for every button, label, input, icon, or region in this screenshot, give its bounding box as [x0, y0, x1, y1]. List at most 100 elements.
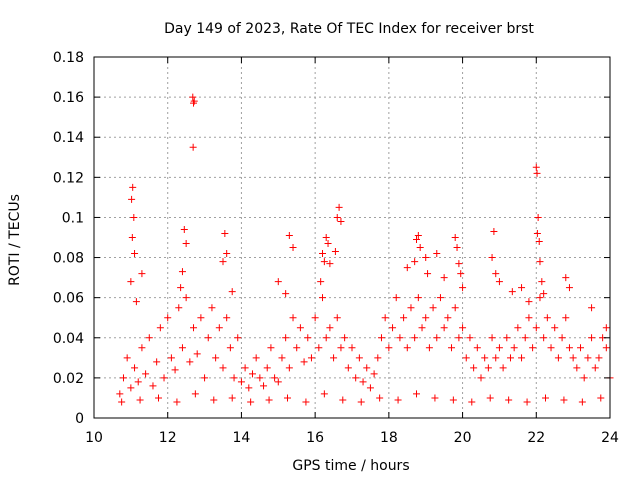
data-point-marker — [394, 396, 402, 404]
data-point-marker — [138, 270, 146, 278]
data-point-marker — [506, 354, 514, 362]
data-point-marker — [540, 290, 548, 298]
data-point-marker — [331, 248, 339, 256]
y-tick-label: 0.08 — [53, 251, 84, 267]
data-point-marker — [128, 234, 136, 241]
data-point-marker — [256, 374, 264, 382]
data-point-marker — [554, 354, 562, 362]
data-point-marker — [602, 344, 610, 352]
data-point-marker — [127, 278, 135, 286]
data-point-marker — [320, 258, 328, 266]
chart-title: Day 149 of 2023, Rate Of TEC Index for r… — [164, 21, 534, 37]
data-point-marker — [389, 324, 397, 332]
data-point-marker — [403, 264, 411, 272]
data-point-marker — [226, 344, 234, 352]
data-point-marker — [440, 274, 448, 282]
data-point-marker — [132, 298, 140, 306]
data-point-marker — [459, 324, 467, 332]
data-point-marker — [155, 394, 162, 402]
data-point-marker — [597, 394, 605, 402]
data-point-marker — [219, 258, 227, 266]
x-tick-label: 20 — [454, 430, 472, 446]
data-point-marker — [533, 169, 541, 177]
data-point-marker — [319, 250, 327, 258]
data-point-marker — [190, 324, 198, 332]
data-point-marker — [602, 324, 610, 332]
data-point-marker — [518, 284, 526, 292]
data-point-marker — [127, 384, 135, 392]
data-point-marker — [416, 244, 424, 252]
x-tick-label: 18 — [380, 430, 398, 446]
data-point-marker — [455, 260, 463, 268]
data-point-marker — [167, 354, 175, 362]
data-point-marker — [540, 334, 548, 342]
data-point-marker — [208, 304, 216, 312]
data-point-marker — [436, 294, 444, 302]
data-point-marker — [223, 314, 231, 322]
data-point-marker — [304, 334, 312, 342]
data-point-marker — [578, 398, 586, 406]
data-point-marker — [455, 334, 463, 342]
data-point-marker — [505, 396, 513, 404]
data-point-marker — [182, 294, 190, 302]
data-point-marker — [230, 374, 238, 382]
data-point-marker — [274, 378, 282, 386]
data-point-marker — [274, 278, 282, 286]
data-point-marker — [131, 364, 139, 372]
data-point-marker — [317, 278, 325, 286]
data-point-marker — [237, 378, 245, 386]
data-point-marker — [178, 344, 186, 352]
data-point-marker — [551, 324, 559, 332]
data-point-marker — [223, 250, 231, 258]
data-point-marker — [142, 370, 150, 378]
data-point-marker — [457, 270, 465, 278]
data-point-marker — [355, 354, 363, 362]
data-point-marker — [444, 314, 452, 322]
data-point-marker — [508, 288, 516, 296]
data-point-marker — [588, 334, 596, 342]
data-point-marker — [451, 304, 459, 312]
data-point-marker — [177, 284, 185, 292]
data-point-marker — [584, 354, 592, 362]
data-point-marker — [466, 334, 474, 342]
data-point-marker — [131, 250, 139, 258]
data-point-marker — [335, 203, 343, 211]
data-point-marker — [392, 294, 400, 302]
data-point-marker — [228, 288, 236, 296]
data-point-marker — [204, 334, 212, 342]
data-point-marker — [565, 344, 573, 352]
data-point-marker — [296, 324, 304, 332]
x-tick-label: 12 — [159, 430, 177, 446]
data-point-marker — [319, 294, 327, 302]
data-point-marker — [591, 364, 599, 372]
data-point-marker — [484, 364, 492, 372]
data-point-marker — [565, 284, 573, 292]
y-tick-label: 0.04 — [53, 331, 84, 347]
data-point-marker — [119, 374, 127, 382]
data-point-marker — [326, 260, 334, 268]
data-point-marker — [396, 334, 404, 342]
data-point-marker — [448, 344, 456, 352]
data-point-marker — [422, 314, 430, 322]
data-point-marker — [322, 234, 330, 241]
data-point-marker — [543, 314, 551, 322]
data-point-marker — [337, 217, 345, 225]
data-point-marker — [595, 354, 603, 362]
data-point-marker — [201, 374, 209, 382]
data-point-marker — [473, 344, 481, 352]
data-point-marker — [337, 344, 345, 352]
data-point-marker — [492, 354, 500, 362]
data-point-marker — [252, 354, 260, 362]
data-point-marker — [536, 258, 544, 266]
data-point-marker — [180, 225, 188, 233]
data-point-marker — [186, 358, 194, 366]
data-point-marker — [414, 231, 422, 239]
data-point-marker — [149, 382, 157, 390]
data-point-marker — [333, 213, 341, 221]
data-point-marker — [495, 344, 503, 352]
data-point-marker — [344, 364, 352, 372]
data-point-marker — [320, 390, 328, 398]
data-point-marker — [300, 358, 308, 366]
data-point-marker — [138, 344, 146, 352]
